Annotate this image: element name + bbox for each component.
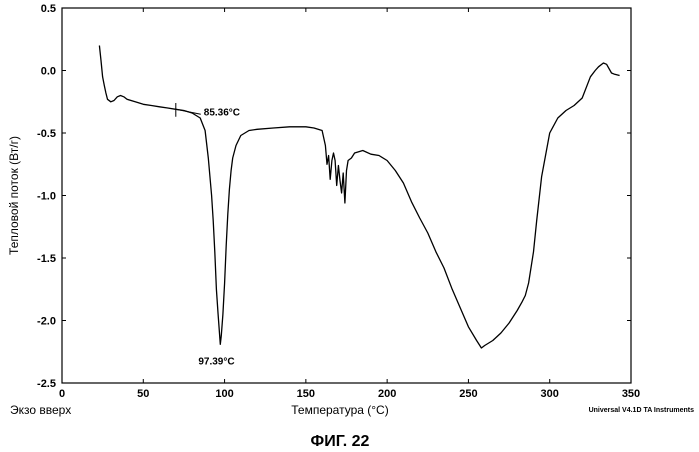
y-tick-label: -1.5 — [37, 253, 56, 265]
x-tick-label: 350 — [622, 388, 640, 400]
x-tick-label: 200 — [378, 388, 396, 400]
x-tick-label: 300 — [541, 388, 559, 400]
y-axis-label: Тепловой поток (Вт/г) — [7, 136, 21, 255]
y-tick-label: 0.0 — [41, 66, 56, 78]
annotations: 85.36°C 97.39°C — [176, 103, 240, 367]
y-axis-ticks: 0.5 0.0 -0.5 -1.0 -1.5 -2.0 -2.5 — [37, 3, 631, 390]
y-tick-label: -2.0 — [37, 316, 56, 328]
plot-frame — [62, 8, 631, 383]
x-tick-label: 100 — [215, 388, 233, 400]
axes — [62, 8, 631, 383]
x-tick-label: 150 — [297, 388, 315, 400]
annotation-peak: 97.39°C — [198, 356, 234, 367]
figure-caption: ФИГ. 22 — [311, 433, 370, 450]
onset-tangent-line — [176, 109, 201, 114]
x-axis-ticks: 0 50 100 150 200 250 300 350 — [59, 8, 640, 400]
y-tick-label: -2.5 — [37, 378, 56, 390]
y-tick-label: -1.0 — [37, 191, 56, 203]
x-tick-label: 0 — [59, 388, 65, 400]
x-tick-label: 250 — [459, 388, 477, 400]
x-tick-label: 50 — [137, 388, 149, 400]
y-tick-label: -0.5 — [37, 128, 56, 140]
instrument-label: Universal V4.1D TA Instruments — [589, 407, 695, 414]
series-line — [99, 46, 619, 349]
y-tick-label: 0.5 — [41, 3, 56, 15]
exo-direction-label: Экзо вверх — [10, 403, 71, 417]
dsc-chart: 0.5 0.0 -0.5 -1.0 -1.5 -2.0 -2.5 0 50 100 150 200 2… — [0, 0, 699, 452]
annotation-onset: 85.36°C — [204, 107, 240, 118]
series — [99, 46, 619, 349]
x-axis-label: Температура (°C) — [291, 403, 388, 417]
